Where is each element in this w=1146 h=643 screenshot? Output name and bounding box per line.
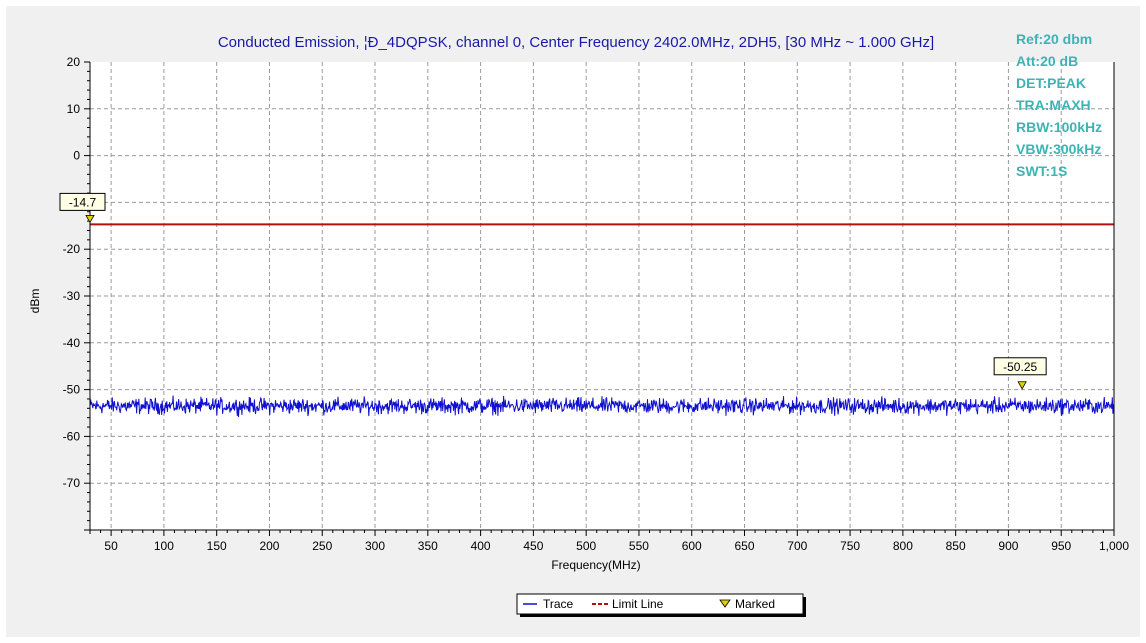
x-tick-label: 700: [787, 539, 807, 553]
marker-label: -14.7: [69, 195, 97, 209]
y-tick-label: -50: [63, 383, 81, 397]
x-tick-label: 450: [523, 539, 543, 553]
grid: [90, 62, 1114, 530]
analyzer-setting: RBW:100kHz: [1016, 119, 1102, 135]
x-tick-label: 1,000: [1099, 539, 1129, 553]
x-axis-label: Frequency(MHz): [551, 558, 640, 572]
x-tick-label: 100: [154, 539, 174, 553]
marker-triangle: [1017, 381, 1027, 390]
marker: -14.7: [59, 192, 106, 224]
markers: -14.7 -50.25: [59, 192, 1047, 390]
legend-label: Limit Line: [612, 597, 664, 611]
y-tick-label: 0: [73, 149, 80, 163]
x-tick-label: 500: [576, 539, 596, 553]
x-tick-label: 150: [207, 539, 227, 553]
marker-label-box: [993, 357, 1047, 376]
trace-line: [89, 395, 1115, 418]
legend-item: Marked: [719, 597, 775, 611]
y-tick-label: 10: [67, 102, 81, 116]
y-tick-label: -20: [63, 242, 81, 256]
y-axis-label: dBm: [28, 289, 42, 314]
legend-label: Marked: [735, 597, 775, 611]
legend-triangle-symbol: [719, 599, 731, 608]
axes: [84, 61, 1115, 536]
x-tick-label: 400: [471, 539, 491, 553]
x-tick-label: 350: [418, 539, 438, 553]
legend-item: Trace: [523, 597, 574, 611]
y-tick-label: -70: [63, 476, 81, 490]
analyzer-setting: DET:PEAK: [1016, 75, 1086, 91]
analyzer-setting: Att:20 dB: [1016, 53, 1078, 69]
marker-label-box: [59, 192, 106, 211]
x-tick-label: 600: [682, 539, 702, 553]
x-tick-label: 950: [1051, 539, 1071, 553]
y-tick-label: -30: [63, 289, 81, 303]
x-tick-label: 550: [629, 539, 649, 553]
x-tick-label: 200: [259, 539, 279, 553]
y-tick-label: 20: [67, 55, 81, 69]
marker: -50.25: [993, 357, 1047, 390]
legend: Trace Limit Line Marked: [516, 593, 806, 617]
analyzer-setting: SWT:1S: [1016, 163, 1067, 179]
legend-shadow: [520, 614, 806, 617]
chart-canvas: 50 100 150 200 250 300 350 400 450 500 550 600 650 70…: [6, 6, 1140, 637]
chart-frame: 50 100 150 200 250 300 350 400 450 500 550 600 650 70…: [6, 6, 1140, 637]
analyzer-setting: VBW:300kHz: [1016, 141, 1101, 157]
x-tick-label: 300: [365, 539, 385, 553]
x-tick-label: 250: [312, 539, 332, 553]
x-tick-label: 850: [946, 539, 966, 553]
analyzer-setting: TRA:MAXH: [1016, 97, 1091, 113]
x-tick-label: 750: [840, 539, 860, 553]
legend-shadow: [803, 597, 806, 617]
trace-series: [89, 395, 1115, 418]
x-tick-label: 900: [998, 539, 1018, 553]
marker-triangle: [85, 214, 95, 224]
x-tick-label: 50: [104, 539, 118, 553]
x-tick-label: 650: [734, 539, 754, 553]
x-tick-label: 800: [893, 539, 913, 553]
analyzer-setting: Ref:20 dbm: [1016, 31, 1092, 47]
marker-label: -50.25: [1003, 360, 1037, 374]
legend-item: Limit Line: [592, 597, 664, 611]
y-tick-label: -40: [63, 336, 81, 350]
legend-label: Trace: [543, 597, 574, 611]
chart-title: Conducted Emission, ¦Ð_4DQPSK, channel 0…: [218, 34, 934, 51]
y-tick-label: -60: [63, 429, 81, 443]
analyzer-settings: Ref:20 dbm Att:20 dB DET:PEAK TRA:MAXH RBW:1…: [1016, 31, 1102, 179]
